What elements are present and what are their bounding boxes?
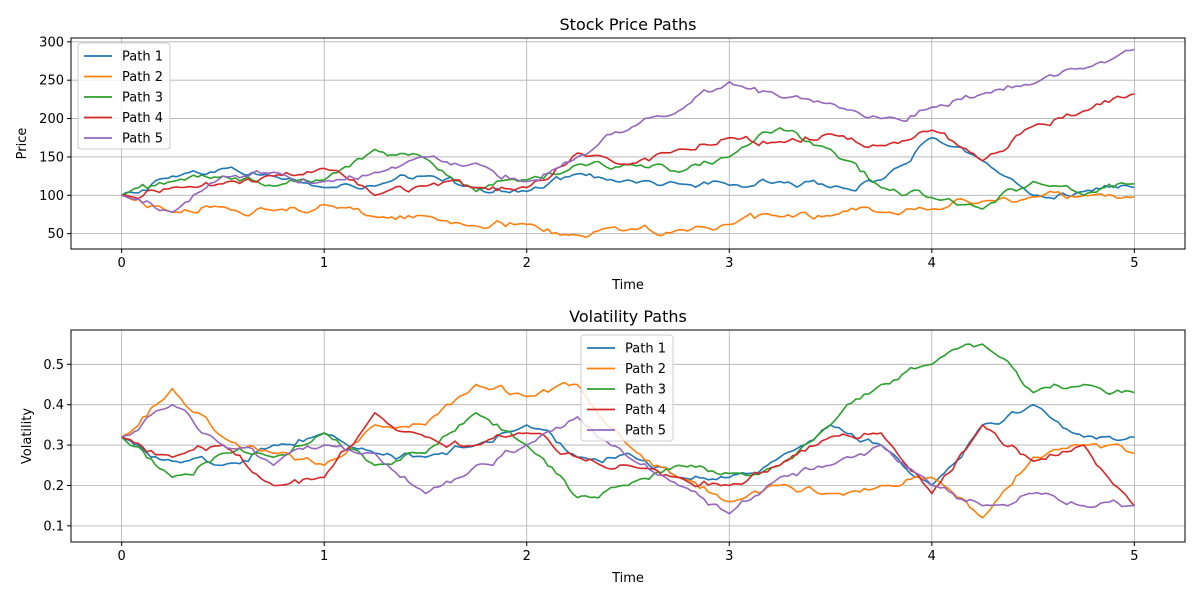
series-line-2	[121, 381, 1135, 519]
legend-label-2: Path 2	[625, 362, 666, 377]
y-tick-label: 250	[39, 74, 64, 89]
x-tick-label: 3	[725, 549, 733, 564]
chart-panel-2: 0 1 2 3 4 5 0.1 0.2 0.3 0.4 0.5 Volatility Paths Tim…	[20, 307, 1186, 586]
y-tick-label: 200	[39, 112, 64, 127]
series-line-1	[121, 136, 1135, 200]
legend-label-1: Path 1	[122, 50, 163, 65]
series-line-4	[121, 93, 1135, 200]
y-tick-label: 0.2	[43, 479, 64, 494]
series-line-2	[121, 190, 1135, 239]
legend-label-4: Path 4	[625, 403, 666, 418]
x-tick-label: 2	[523, 256, 531, 271]
x-tick-label: 2	[523, 549, 531, 564]
legend-label-3: Path 3	[122, 91, 163, 106]
legend-label-2: Path 2	[122, 70, 163, 85]
x-tick-label: 0	[117, 256, 125, 271]
x-tick-label: 5	[1130, 256, 1138, 271]
y-tick-label: 0.1	[43, 519, 64, 534]
legend-label-3: Path 3	[625, 383, 666, 398]
legend-label-1: Path 1	[625, 342, 666, 357]
x-tick-label: 1	[320, 549, 328, 564]
y-tick-label: 0.3	[43, 439, 64, 454]
legend-label-5: Path 5	[625, 424, 666, 439]
y-axis-label: Volatility	[20, 408, 35, 464]
x-tick-label: 5	[1130, 549, 1138, 564]
axes-frame	[70, 329, 1186, 543]
x-tick-label: 4	[928, 549, 936, 564]
y-tick-label: 0.4	[43, 398, 64, 413]
y-tick-label: 300	[39, 35, 64, 50]
chart-panel-1: 0 1 2 3 4 5 50 100 150 200 250 300 Stock Price Paths…	[15, 15, 1186, 293]
y-tick-label: 100	[39, 189, 64, 204]
x-tick-label: 4	[928, 256, 936, 271]
legend-label-5: Path 5	[122, 132, 163, 147]
y-axis-label: Price	[15, 128, 30, 160]
chart-title: Stock Price Paths	[560, 15, 697, 34]
y-tick-label: 150	[39, 150, 64, 165]
x-tick-label: 3	[725, 256, 733, 271]
y-tick-label: 0.5	[43, 358, 64, 373]
series-line-5	[121, 403, 1135, 515]
series-line-5	[121, 48, 1135, 213]
series-line-4	[121, 411, 1135, 507]
legend: Path 1 Path 2 Path 3 Path 4 Path 5	[77, 42, 171, 150]
series-line-3	[121, 127, 1135, 210]
x-axis-label: Time	[611, 278, 644, 293]
legend-box	[580, 334, 674, 442]
y-tick-label: 50	[47, 227, 64, 242]
axes-frame	[70, 37, 1186, 250]
x-tick-label: 0	[117, 549, 125, 564]
legend-box	[77, 42, 171, 150]
x-axis-label: Time	[611, 571, 644, 586]
chart-title: Volatility Paths	[569, 307, 687, 326]
legend: Path 1 Path 2 Path 3 Path 4 Path 5	[580, 334, 674, 442]
legend-label-4: Path 4	[122, 111, 163, 126]
x-tick-label: 1	[320, 256, 328, 271]
